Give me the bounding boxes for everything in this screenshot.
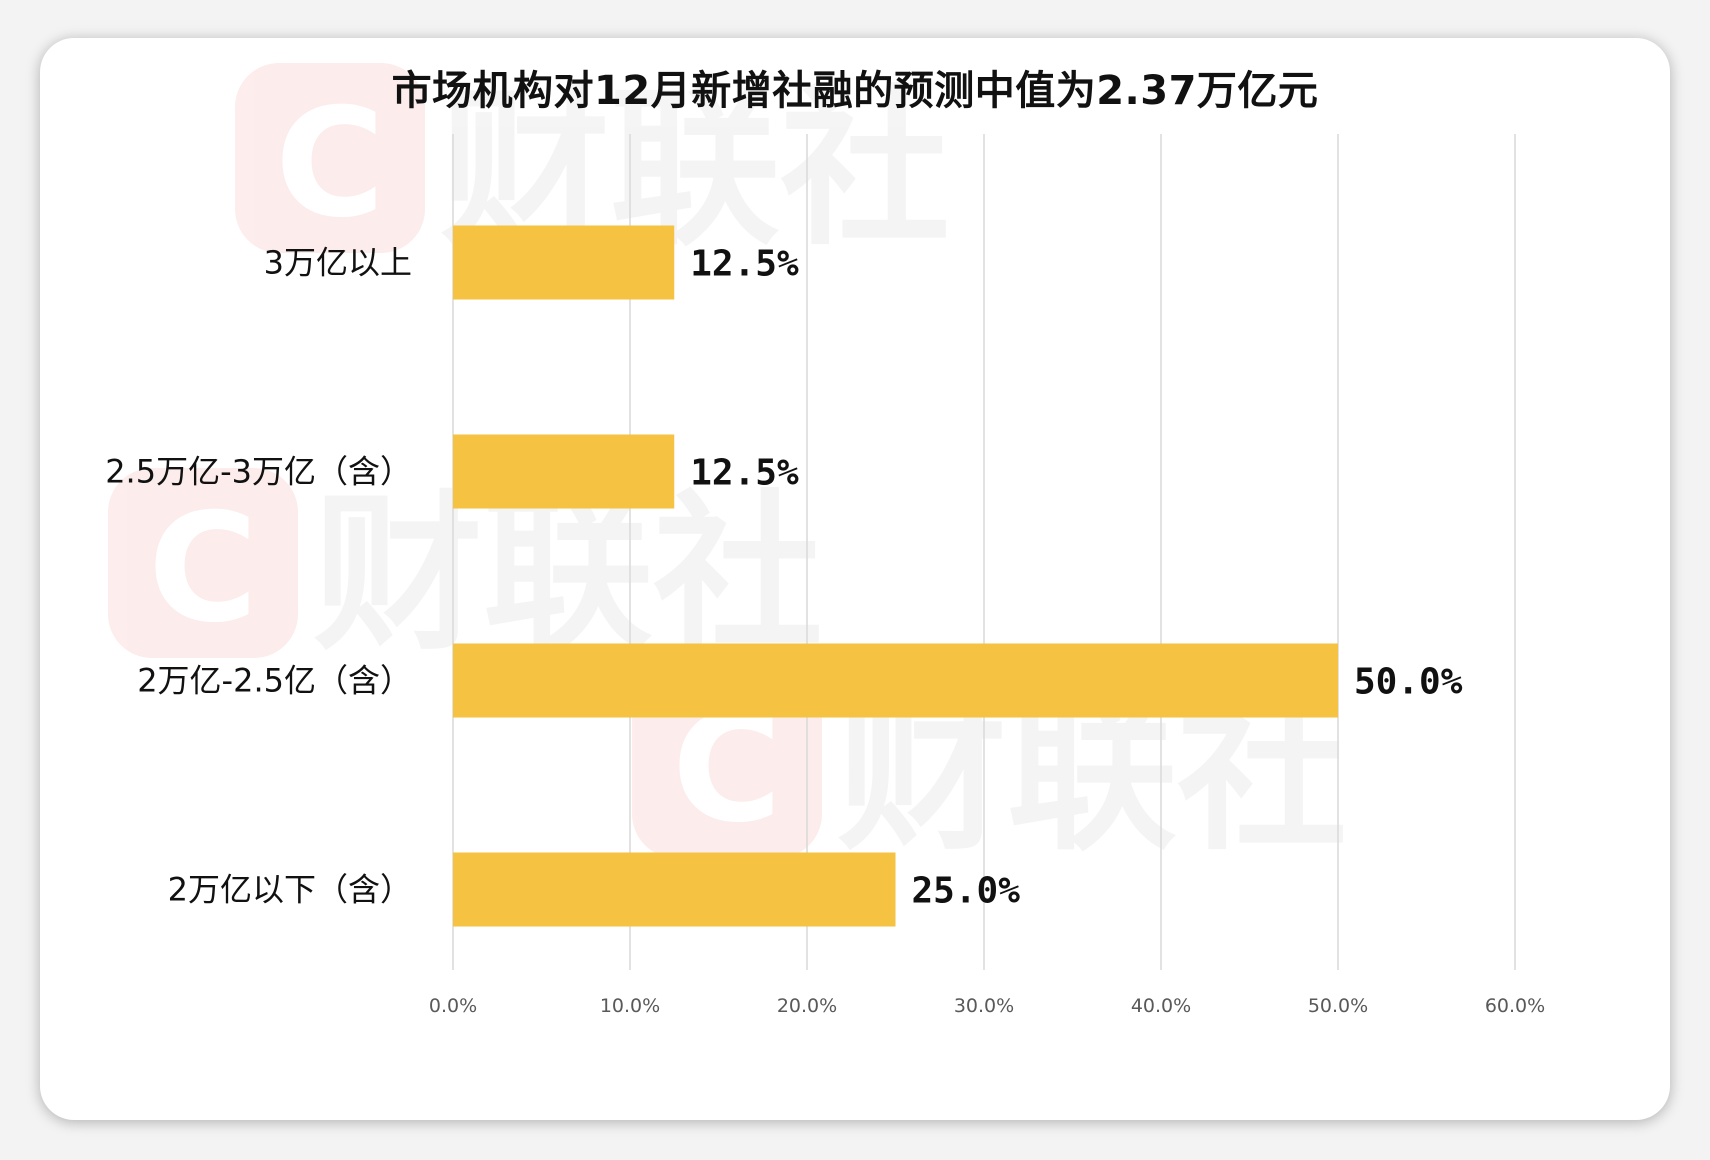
category-label: 2万亿-2.5亿（含） (137, 662, 412, 700)
bar (453, 434, 675, 509)
x-tick-label: 20.0% (777, 995, 837, 1017)
bar (453, 225, 675, 300)
chart-title: 市场机构对12月新增社融的预测中值为2.37万亿元 (391, 68, 1319, 114)
category-label: 2万亿以下（含） (168, 871, 412, 909)
watermark-logo-letter: C (148, 482, 258, 656)
data-label: 12.5% (690, 244, 799, 285)
x-tick-labels: 0.0% 10.0% 20.0% 30.0% 40.0% 50.0% 60.0% (429, 995, 1545, 1017)
category-label: 3万亿以上 (264, 244, 412, 282)
watermark-logo-icon (108, 468, 298, 658)
data-label: 50.0% (1354, 662, 1463, 703)
x-tick-label: 10.0% (600, 995, 660, 1017)
bar-series (453, 225, 1338, 927)
x-tick-label: 30.0% (954, 995, 1014, 1017)
category-label: 2.5万亿-3万亿（含） (105, 453, 412, 491)
chart-card: C 财联社 C 财联社 C 财联社 3万亿以上 2.5万亿-3万亿（含） 2万亿-2.5亿（含… (40, 38, 1670, 1120)
watermark-logo-letter: C (275, 77, 385, 251)
x-tick-label: 40.0% (1131, 995, 1191, 1017)
watermark-brand: 财联社 (313, 476, 823, 674)
watermark: C 财联社 (108, 468, 823, 674)
watermark-logo-icon (235, 63, 425, 253)
x-tick-label: 0.0% (429, 995, 477, 1017)
x-tick-label: 60.0% (1485, 995, 1545, 1017)
data-label: 12.5% (690, 453, 799, 494)
bar (453, 852, 896, 927)
bar (453, 643, 1338, 718)
data-labels: 12.5% 12.5% 50.0% 25.0% (690, 244, 1462, 912)
x-tick-label: 50.0% (1308, 995, 1368, 1017)
data-label: 25.0% (912, 871, 1021, 912)
category-labels: 3万亿以上 2.5万亿-3万亿（含） 2万亿-2.5亿（含） 2万亿以下（含） (105, 244, 412, 909)
